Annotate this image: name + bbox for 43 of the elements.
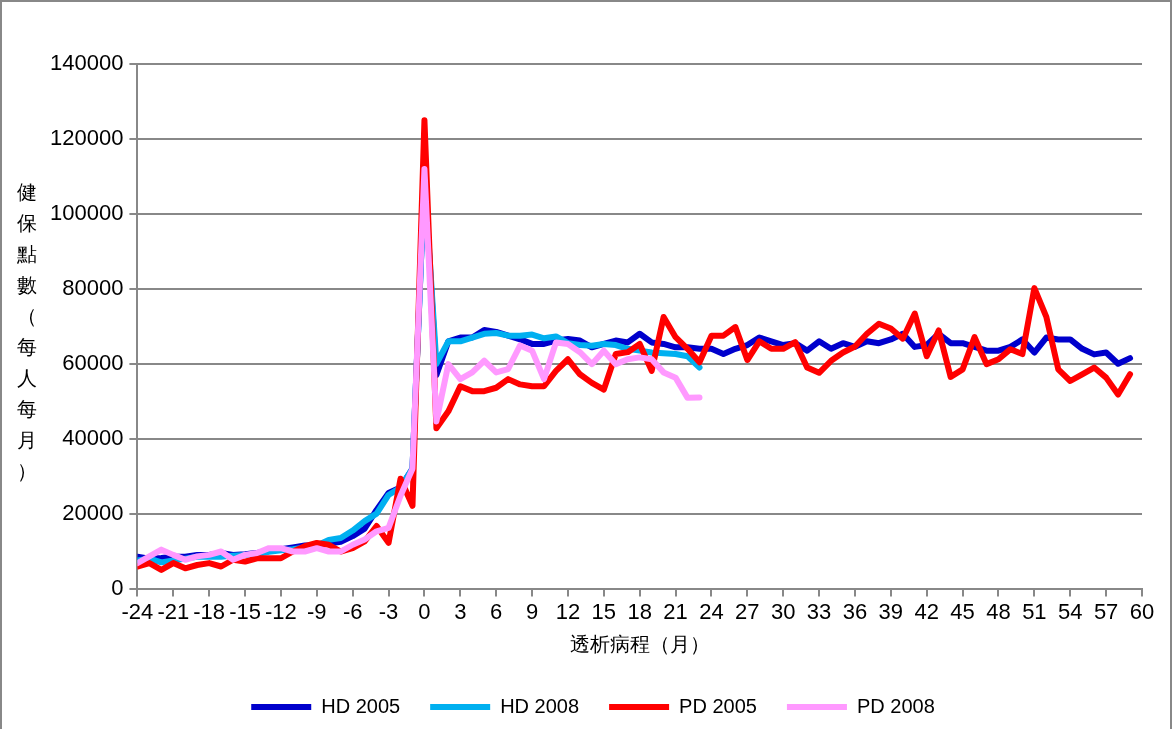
- x-tick-label: -3: [378, 598, 399, 624]
- x-tick-label: 6: [490, 598, 503, 624]
- x-tick-label: -21: [157, 598, 190, 624]
- x-tick-label: -6: [342, 598, 363, 624]
- y-tick-label: 60000: [62, 349, 124, 375]
- x-tick-label: 51: [1022, 598, 1047, 624]
- legend-label: HD 2008: [500, 694, 580, 717]
- legend-label: PD 2005: [679, 694, 757, 717]
- x-tick-label: 60: [1129, 598, 1155, 624]
- x-tick-label: 24: [699, 598, 724, 624]
- x-tick-label: -9: [307, 598, 327, 624]
- x-tick-label: 45: [950, 598, 975, 624]
- y-tick-label: 120000: [49, 125, 124, 151]
- x-tick-label: 12: [555, 598, 581, 624]
- text: 健保點數（每人每月）: [17, 180, 37, 483]
- x-tick-label: 3: [454, 598, 467, 624]
- y-tick-label: 100000: [49, 199, 124, 225]
- x-tick-label: 57: [1093, 598, 1119, 624]
- x-tick-label: 27: [735, 598, 760, 624]
- y-tick-label: 40000: [62, 424, 124, 450]
- y-tick-label: 20000: [62, 499, 124, 525]
- x-tick-label: -15: [229, 598, 261, 624]
- x-tick-label: 30: [770, 598, 796, 624]
- x-tick-label: 9: [525, 598, 539, 624]
- y-tick-label: 140000: [49, 50, 124, 76]
- x-tick-label: 36: [842, 598, 868, 624]
- x-tick-label: 21: [663, 598, 688, 624]
- x-tick-label: 18: [627, 598, 652, 624]
- x-axis-title: 透析病程（月）: [569, 632, 710, 655]
- x-tick-label: 0: [418, 598, 431, 624]
- x-tick-label: -12: [265, 598, 297, 624]
- legend-label: PD 2008: [856, 694, 935, 717]
- y-tick-label: 0: [111, 574, 124, 600]
- x-tick-label: 54: [1058, 598, 1083, 624]
- x-tick-label: -18: [193, 598, 226, 624]
- legend-label: HD 2005: [321, 694, 401, 717]
- y-tick-label: 80000: [62, 274, 124, 300]
- x-tick-label: 48: [986, 598, 1011, 624]
- x-tick-label: 15: [591, 598, 617, 624]
- x-tick-label: -24: [121, 598, 154, 624]
- x-tick-label: 33: [806, 598, 832, 624]
- x-tick-label: 39: [878, 598, 904, 624]
- x-tick-label: 42: [914, 598, 939, 624]
